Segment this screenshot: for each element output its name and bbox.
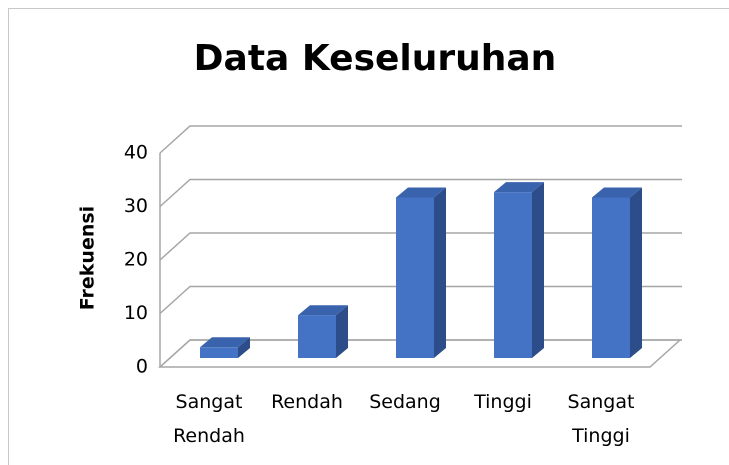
- x-tick-label: Rendah: [271, 391, 343, 413]
- bar-side: [630, 187, 642, 358]
- bar-side: [434, 187, 446, 358]
- bar: [494, 182, 544, 358]
- bar-front: [494, 192, 532, 358]
- bar-front: [298, 315, 336, 358]
- y-tick-label: 40: [124, 142, 148, 164]
- grid-line: [159, 178, 682, 208]
- x-tick-label: Tinggi: [473, 391, 532, 413]
- bar: [200, 337, 250, 358]
- bar-side: [336, 305, 348, 358]
- y-axis-label: Frekuensi: [77, 206, 99, 310]
- bar-top: [592, 187, 642, 198]
- bar-top: [396, 187, 446, 198]
- bar-top: [200, 337, 250, 348]
- bar-side: [532, 182, 544, 358]
- bar-side: [238, 337, 250, 358]
- bar: [592, 187, 642, 358]
- chart-title: Data Keseluruhan: [194, 38, 557, 79]
- x-tick-label: Sedang: [369, 391, 441, 413]
- bar: [298, 305, 348, 358]
- bar-front: [396, 197, 434, 358]
- x-tick-label: Sangat Rendah: [173, 391, 245, 447]
- bar-front: [200, 347, 238, 358]
- bar-front: [592, 197, 630, 358]
- bar-top: [494, 182, 544, 193]
- y-tick-label: 30: [124, 195, 148, 217]
- y-tick-label: 0: [136, 356, 148, 378]
- bar-top: [298, 305, 348, 316]
- x-tick-label: Sangat Tinggi: [568, 391, 635, 447]
- bar: [396, 187, 446, 358]
- y-tick-label: 20: [124, 249, 148, 271]
- y-tick-label: 10: [124, 302, 148, 324]
- grid-line: [159, 125, 682, 154]
